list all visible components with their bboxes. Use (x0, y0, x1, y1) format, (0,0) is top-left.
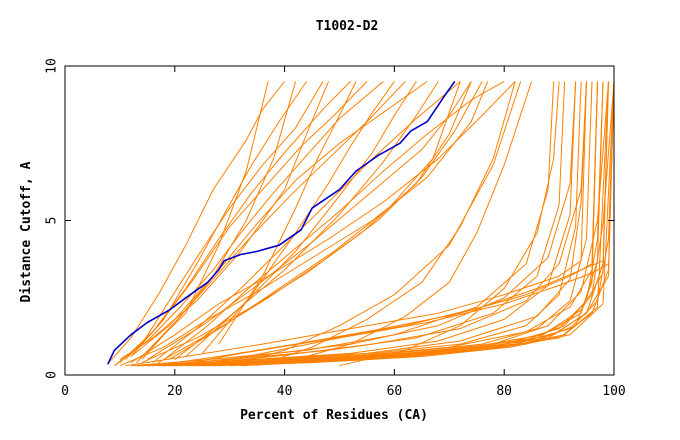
x-tick-label-100: 100 (602, 384, 625, 399)
series-layer (108, 80, 615, 367)
x-tick-label-80: 80 (496, 384, 512, 399)
series-line-m20 (169, 81, 461, 361)
y-axis-label: Distance Cutoff, A (19, 161, 34, 302)
series-line-m39 (136, 81, 598, 367)
highlight-layer (107, 80, 456, 365)
series-line-m33 (147, 81, 587, 367)
y-tick-label-0: 0 (45, 371, 60, 379)
series-line-m11 (130, 81, 516, 364)
series-line-m12 (147, 81, 472, 361)
series-line-m49 (196, 263, 609, 367)
series-line-m4 (125, 81, 368, 360)
chart-title: T1002-D2 (316, 19, 379, 34)
series-line-m10 (163, 80, 505, 360)
series-line-m22 (256, 81, 516, 367)
series-line-m50 (119, 81, 329, 361)
x-tick-label-20: 20 (167, 384, 183, 399)
series-line-m46 (125, 81, 587, 367)
series-line-m51 (130, 81, 297, 357)
series-line-m3 (119, 81, 351, 363)
series-line-m17 (119, 81, 489, 367)
highlight-series-line (107, 80, 456, 365)
series-line-m41 (169, 81, 615, 367)
x-tick-label-60: 60 (387, 384, 403, 399)
series-line-m16 (218, 81, 357, 345)
x-axis-label: Percent of Residues (CA) (240, 408, 428, 423)
axis-layer: 0 20 40 60 80 100 0 5 10 (45, 58, 626, 399)
series-line-m6 (114, 81, 384, 367)
series-line-m29 (174, 81, 593, 367)
series-line-m26 (141, 81, 566, 367)
x-tick-label-0: 0 (61, 384, 69, 399)
series-line-m48 (174, 260, 604, 367)
series-line-m2 (114, 81, 324, 367)
series-line-m45 (180, 81, 587, 367)
series-line-m28 (163, 81, 582, 367)
series-line-m21 (229, 81, 522, 367)
y-tick-label-10: 10 (45, 58, 60, 74)
series-line-m43 (202, 81, 615, 367)
series-line-m5 (130, 81, 308, 357)
series-line-m52 (141, 81, 269, 357)
series-line-m19 (158, 81, 483, 364)
y-tick-label-5: 5 (45, 217, 60, 225)
x-tick-label-40: 40 (277, 384, 293, 399)
